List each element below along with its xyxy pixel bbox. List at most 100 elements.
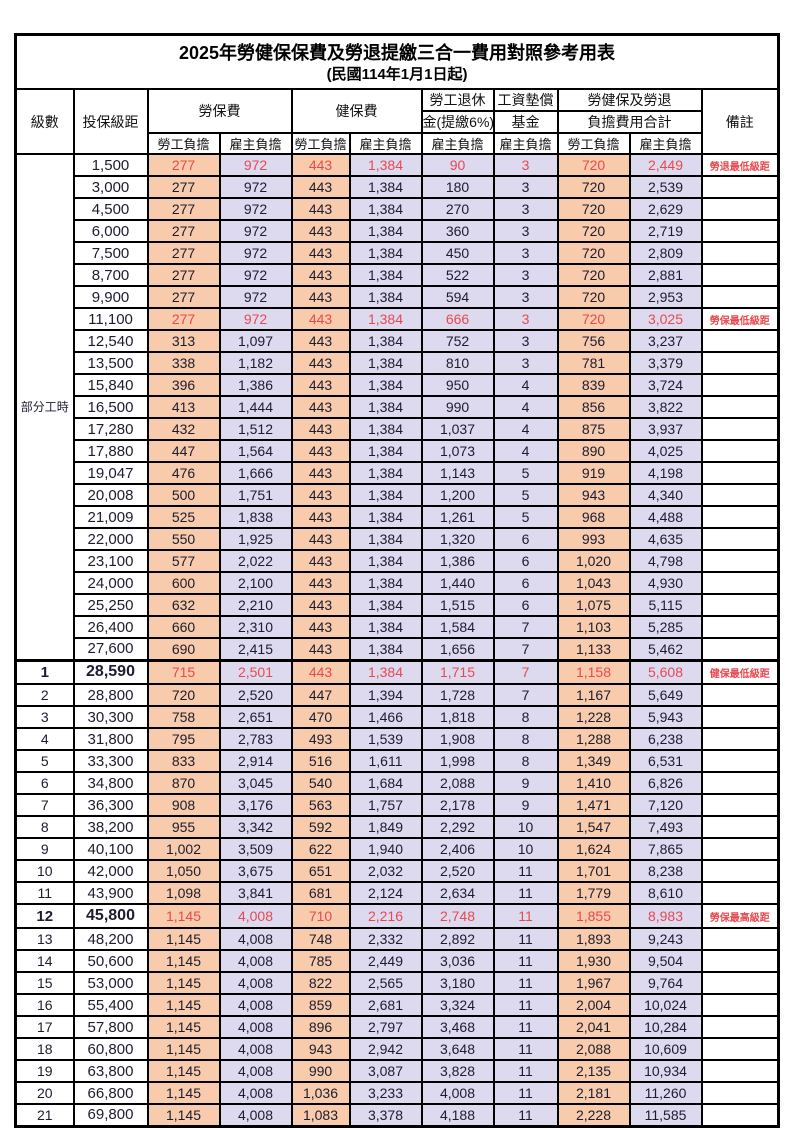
bracket-cell: 63,800 bbox=[72, 1059, 149, 1083]
value-cell: 8 bbox=[492, 727, 559, 751]
remark-cell bbox=[700, 505, 780, 529]
value-cell: 1,036 bbox=[290, 1081, 351, 1105]
value-cell: 1,228 bbox=[556, 705, 631, 729]
bracket-cell: 3,000 bbox=[72, 175, 149, 199]
level-cell: 7 bbox=[14, 793, 75, 817]
value-cell: 4,008 bbox=[218, 1015, 293, 1039]
value-cell: 3,087 bbox=[348, 1059, 423, 1083]
value-cell: 859 bbox=[290, 993, 351, 1017]
value-cell: 2,892 bbox=[420, 927, 495, 951]
value-cell: 550 bbox=[146, 527, 221, 551]
bracket-cell: 23,100 bbox=[72, 549, 149, 573]
remark-cell bbox=[700, 637, 780, 661]
bracket-cell: 31,800 bbox=[72, 727, 149, 751]
value-cell: 1,145 bbox=[146, 1037, 221, 1061]
part-time-label: 部分工時 bbox=[14, 153, 75, 661]
value-cell: 443 bbox=[290, 549, 351, 573]
table-row: 7 36,300 908 3,176 563 1,757 2,178 9 1,471 7,120 bbox=[14, 793, 780, 817]
subheader-health-employee: 勞工負擔 bbox=[290, 132, 351, 155]
value-cell: 2,501 bbox=[218, 658, 293, 685]
value-cell: 1,037 bbox=[420, 417, 495, 441]
value-cell: 2,415 bbox=[218, 637, 293, 661]
value-cell: 972 bbox=[218, 175, 293, 199]
value-cell: 443 bbox=[290, 153, 351, 177]
value-cell: 2,953 bbox=[628, 285, 703, 309]
value-cell: 1,384 bbox=[348, 263, 423, 287]
value-cell: 450 bbox=[420, 241, 495, 265]
header-row-3: 勞工負擔 雇主負擔 勞工負擔 雇主負擔 雇主負擔 雇主負擔 勞工負擔 雇主負擔 bbox=[16, 132, 779, 155]
value-cell: 432 bbox=[146, 417, 221, 441]
bracket-cell: 66,800 bbox=[72, 1081, 149, 1105]
value-cell: 2,406 bbox=[420, 837, 495, 861]
value-cell: 2,178 bbox=[420, 793, 495, 817]
value-cell: 1,684 bbox=[348, 771, 423, 795]
value-cell: 710 bbox=[290, 903, 351, 929]
value-cell: 277 bbox=[146, 285, 221, 309]
value-cell: 1,384 bbox=[348, 439, 423, 463]
value-cell: 1,384 bbox=[348, 395, 423, 419]
value-cell: 1,097 bbox=[218, 329, 293, 353]
value-cell: 4,008 bbox=[218, 927, 293, 951]
value-cell: 10,284 bbox=[628, 1015, 703, 1039]
value-cell: 5 bbox=[492, 461, 559, 485]
bracket-cell: 8,700 bbox=[72, 263, 149, 287]
remark-cell bbox=[700, 971, 780, 995]
value-cell: 2,004 bbox=[556, 993, 631, 1017]
table-row: 17,280 432 1,512 443 1,384 1,037 4 875 3,937 bbox=[16, 417, 780, 441]
bracket-cell: 20,008 bbox=[72, 483, 149, 507]
title-cell: 2025年勞健保保費及勞退提繳三合一費用對照參考用表 (民國114年1月1日起) bbox=[14, 33, 780, 90]
value-cell: 577 bbox=[146, 549, 221, 573]
value-cell: 2,881 bbox=[628, 263, 703, 287]
value-cell: 5,462 bbox=[628, 637, 703, 661]
value-cell: 1,002 bbox=[146, 837, 221, 861]
value-cell: 2,914 bbox=[218, 749, 293, 773]
value-cell: 1,143 bbox=[420, 461, 495, 485]
bracket-cell: 22,000 bbox=[72, 527, 149, 551]
remark-cell bbox=[700, 815, 780, 839]
level-cell: 17 bbox=[14, 1015, 75, 1039]
remark-cell bbox=[700, 683, 780, 707]
value-cell: 632 bbox=[146, 593, 221, 617]
value-cell: 2,634 bbox=[420, 881, 495, 905]
table-row: 11 43,900 1,098 3,841 681 2,124 2,634 11 1,779 8,… bbox=[14, 881, 780, 905]
value-cell: 870 bbox=[146, 771, 221, 795]
value-cell: 11 bbox=[492, 1037, 559, 1061]
table-row: 8 38,200 955 3,342 592 1,849 2,292 10 1,547 7,493 bbox=[14, 815, 780, 839]
level-cell: 8 bbox=[14, 815, 75, 839]
value-cell: 3 bbox=[492, 241, 559, 265]
value-cell: 6 bbox=[492, 527, 559, 551]
table-row: 1 28,590 715 2,501 443 1,384 1,715 7 1,158 5,608 健… bbox=[14, 658, 780, 685]
table-row: 6 34,800 870 3,045 540 1,684 2,088 9 1,410 6,826 bbox=[14, 771, 780, 795]
value-cell: 1,466 bbox=[348, 705, 423, 729]
value-cell: 748 bbox=[290, 927, 351, 951]
value-cell: 338 bbox=[146, 351, 221, 375]
value-cell: 9,504 bbox=[628, 949, 703, 973]
value-cell: 651 bbox=[290, 859, 351, 883]
value-cell: 752 bbox=[420, 329, 495, 353]
bracket-cell: 36,300 bbox=[72, 793, 149, 817]
remark-cell bbox=[700, 241, 780, 265]
value-cell: 4,340 bbox=[628, 483, 703, 507]
remark-cell bbox=[700, 771, 780, 795]
subheader-labor-employer: 雇主負擔 bbox=[218, 132, 293, 155]
table-row: 13 48,200 1,145 4,008 748 2,332 2,892 11 1,893 9,… bbox=[14, 927, 780, 951]
value-cell: 1,440 bbox=[420, 571, 495, 595]
bracket-cell: 27,600 bbox=[72, 637, 149, 661]
value-cell: 1,611 bbox=[348, 749, 423, 773]
value-cell: 277 bbox=[146, 153, 221, 177]
header-row-2: 金(提繳6%) 基金 負擔費用合計 bbox=[16, 110, 779, 134]
bracket-cell: 24,000 bbox=[72, 571, 149, 595]
value-cell: 525 bbox=[146, 505, 221, 529]
value-cell: 1,384 bbox=[348, 461, 423, 485]
value-cell: 180 bbox=[420, 175, 495, 199]
value-cell: 2,216 bbox=[348, 903, 423, 929]
value-cell: 6 bbox=[492, 571, 559, 595]
value-cell: 690 bbox=[146, 637, 221, 661]
value-cell: 993 bbox=[556, 527, 631, 551]
value-cell: 10 bbox=[492, 815, 559, 839]
value-cell: 1,539 bbox=[348, 727, 423, 751]
value-cell: 2,022 bbox=[218, 549, 293, 573]
value-cell: 681 bbox=[290, 881, 351, 905]
value-cell: 943 bbox=[556, 483, 631, 507]
value-cell: 856 bbox=[556, 395, 631, 419]
